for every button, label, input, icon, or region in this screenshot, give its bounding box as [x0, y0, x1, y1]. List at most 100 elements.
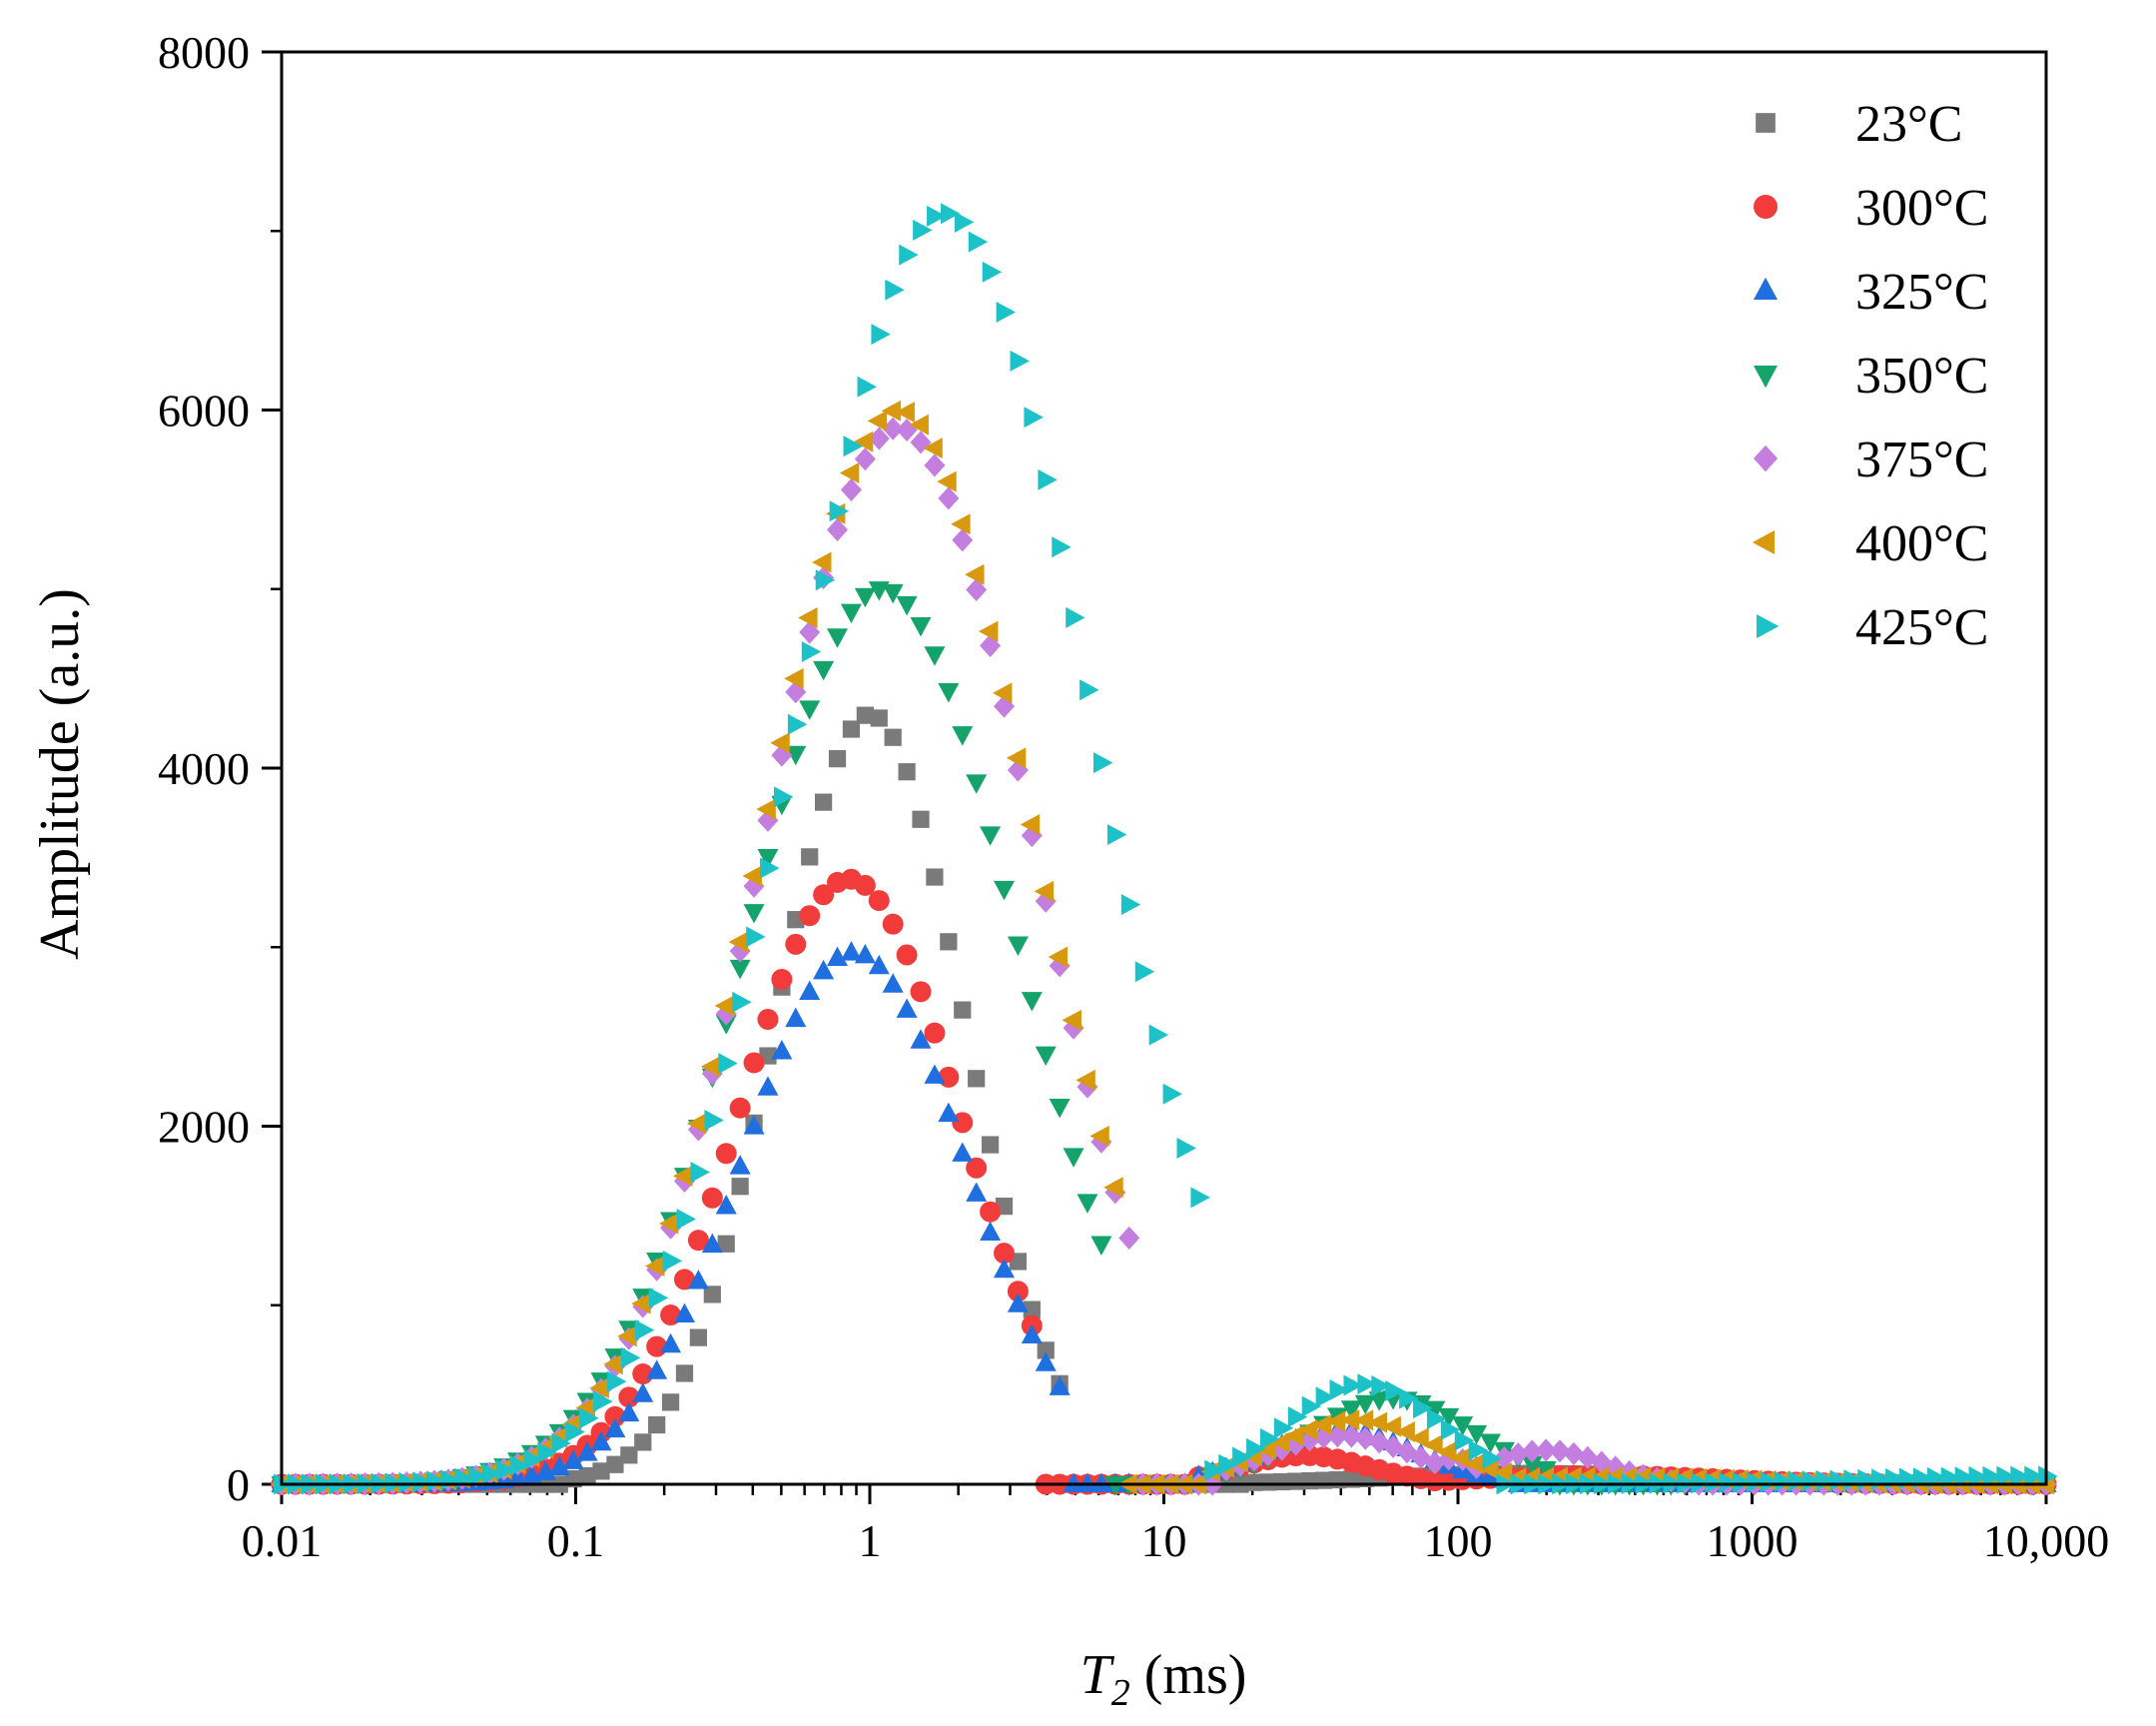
data-point — [1368, 1391, 1390, 1411]
data-point — [1063, 1472, 1084, 1492]
data-point — [732, 991, 752, 1013]
data-point — [854, 874, 876, 896]
data-point — [1413, 1397, 1433, 1419]
y-tick-label: 2000 — [158, 1102, 250, 1153]
data-point — [728, 931, 749, 953]
data-point — [634, 1319, 655, 1341]
data-point — [593, 1390, 613, 1412]
x-axis-symbol: T — [1080, 1644, 1115, 1706]
data-point — [701, 1233, 723, 1254]
data-point — [868, 954, 890, 975]
data-point — [993, 1243, 1015, 1265]
data-point — [1190, 1187, 1210, 1209]
data-point — [966, 577, 988, 602]
data-point — [687, 1270, 709, 1290]
data-point — [1259, 1427, 1280, 1449]
data-point — [673, 1269, 695, 1291]
data-point — [829, 500, 850, 522]
data-point — [785, 933, 807, 955]
data-point — [620, 1346, 641, 1368]
data-point — [896, 944, 918, 966]
data-point — [938, 683, 960, 703]
data-point — [951, 513, 971, 535]
x-axis-title: T2 (ms) — [1080, 1644, 1247, 1714]
data-point — [1478, 1458, 1499, 1480]
data-point — [660, 1332, 682, 1353]
data-point — [634, 1433, 652, 1451]
data-point — [648, 1287, 669, 1308]
data-point — [746, 926, 766, 948]
data-point — [954, 1001, 972, 1019]
y-tick-label: 8000 — [158, 27, 250, 78]
data-point — [1507, 1442, 1529, 1466]
data-point — [631, 1293, 651, 1314]
data-point — [578, 1466, 596, 1485]
data-point — [648, 1415, 666, 1434]
data-point — [1007, 936, 1029, 956]
legend-item: 375°C — [1754, 432, 1988, 488]
data-point — [1315, 1386, 1336, 1408]
legend: 23°C 300°C 325°C 350°C 375°C 400°C 425°C — [1752, 96, 1988, 656]
data-point — [982, 261, 1003, 283]
data-point — [743, 1052, 765, 1074]
data-point — [968, 1070, 986, 1088]
data-point — [548, 1455, 570, 1476]
data-point — [687, 1230, 709, 1252]
data-point — [785, 745, 807, 766]
data-point — [1454, 1429, 1475, 1451]
data-point — [1423, 1434, 1443, 1456]
data-point — [1007, 1293, 1029, 1312]
legend-label: 300°C — [1855, 180, 1988, 237]
data-point — [913, 219, 933, 241]
data-series — [270, 203, 2058, 1496]
data-point — [1120, 894, 1141, 916]
legend-marker-icon — [1756, 113, 1776, 133]
data-point — [1466, 1424, 1488, 1445]
data-point — [1063, 1148, 1084, 1168]
legend-item: 350°C — [1754, 348, 1988, 405]
data-point — [924, 1022, 946, 1044]
data-point — [966, 1157, 988, 1179]
data-point — [1788, 1470, 1808, 1492]
x-tick-label: 0.01 — [242, 1515, 323, 1566]
data-point — [798, 607, 818, 629]
data-point — [827, 946, 849, 966]
legend-marker-icon — [1754, 444, 1778, 472]
data-point — [940, 203, 961, 225]
data-point — [1746, 1471, 1767, 1493]
data-point — [1451, 1447, 1471, 1469]
data-point — [785, 1007, 807, 1028]
data-point — [965, 563, 985, 585]
data-point — [1774, 1470, 1795, 1492]
data-point — [1148, 1024, 1169, 1046]
plot-frame — [280, 50, 2048, 1486]
data-point — [1733, 1471, 1753, 1493]
data-point — [909, 414, 929, 435]
data-point — [672, 1165, 693, 1187]
data-point — [801, 640, 822, 662]
data-point — [673, 1302, 695, 1323]
data-point — [854, 943, 876, 964]
data-point — [1232, 1446, 1252, 1468]
data-point — [1395, 1421, 1415, 1443]
data-point — [784, 667, 804, 689]
data-point — [1007, 1281, 1029, 1302]
data-point — [604, 1417, 626, 1438]
data-point — [1106, 824, 1127, 846]
data-point — [882, 973, 904, 993]
data-point — [1996, 1465, 2016, 1487]
x-tick-label: 1000 — [1707, 1515, 1798, 1566]
data-point — [523, 1448, 543, 1470]
data-point — [812, 551, 832, 573]
data-point — [1090, 1236, 1112, 1256]
data-point — [938, 486, 960, 510]
data-point — [926, 868, 944, 886]
data-point — [910, 981, 932, 1003]
data-point — [771, 1040, 793, 1060]
data-point — [827, 628, 849, 648]
data-point — [731, 1178, 749, 1196]
data-point — [618, 1401, 640, 1422]
data-point — [757, 1076, 779, 1096]
data-point — [757, 1008, 779, 1030]
data-point — [854, 587, 876, 608]
